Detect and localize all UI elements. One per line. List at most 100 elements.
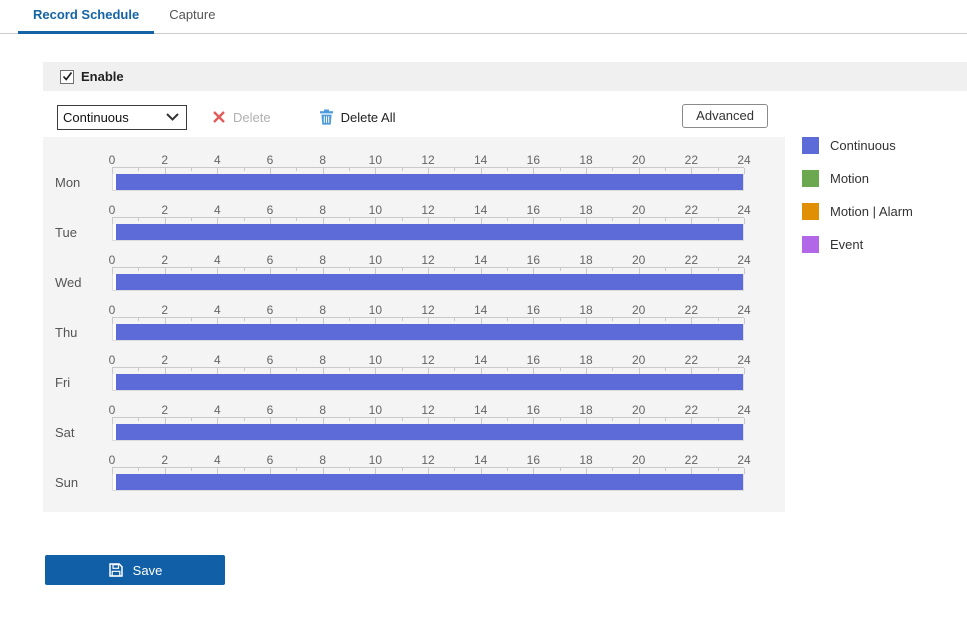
ruler-tick [638,318,640,324]
schedule-segment[interactable] [116,174,743,190]
hour-labels: 0 2 4 6 8 10 12 14 16 18 20 22 24 [109,303,751,317]
hour-label: 10 [368,353,383,367]
ruler-tick [349,168,350,171]
ruler-tick [665,318,666,321]
schedule-segment[interactable] [116,324,743,340]
delete-all-button[interactable]: Delete All [319,109,396,125]
hour-label: 6 [266,153,274,167]
hour-label: 14 [473,253,488,267]
schedule-day-row: Thu 0 2 4 6 8 10 12 14 16 18 20 22 24 [43,303,751,341]
ruler-tick [533,168,535,174]
timeline-track[interactable] [112,324,744,341]
hour-label: 14 [473,153,488,167]
ruler-tick [164,418,166,424]
hour-label: 8 [319,203,326,217]
ruler-tick [296,468,298,471]
ruler-tick [744,268,745,274]
hour-label: 18 [579,453,593,467]
ruler-tick [401,318,403,321]
hour-ruler-ticks [112,167,745,174]
hour-label: 18 [579,253,593,267]
ruler-tick [533,368,535,374]
hour-label: 20 [631,253,646,267]
ruler-tick [717,168,719,171]
schedule-segment[interactable] [116,424,743,440]
record-type-select[interactable]: Continuous [57,104,187,130]
ruler-tick [428,368,429,374]
ruler-tick [112,318,113,324]
timeline-track[interactable] [112,474,744,491]
legend-label: Motion [830,171,870,186]
timeline-track[interactable] [112,174,744,191]
hour-label: 14 [473,403,488,417]
hour-labels: 0 2 4 6 8 10 12 14 16 18 20 22 24 [109,403,751,417]
hour-label: 2 [161,203,168,217]
hour-label: 0 [108,153,116,167]
hour-label: 4 [213,153,221,167]
day-label: Fri [55,375,71,390]
ruler-tick [428,318,429,324]
tab-record-schedule[interactable]: Record Schedule [18,0,155,34]
schedule-segment[interactable] [116,224,743,240]
ruler-tick [665,268,666,271]
hour-label: 10 [368,403,383,417]
hour-label: 0 [108,453,116,467]
ruler-tick [401,168,403,171]
ruler-tick [296,168,298,171]
hour-label: 24 [737,203,751,217]
ruler-tick [217,268,219,274]
ruler-tick [665,168,666,171]
hour-ruler-ticks [112,317,745,324]
ruler-tick [270,318,271,324]
timeline-track[interactable] [112,274,744,291]
ruler-tick [533,468,535,474]
ruler-tick [138,368,140,371]
hour-label: 16 [526,353,541,367]
ruler-tick [691,168,693,174]
ruler-tick [112,268,113,274]
ruler-tick [507,218,508,221]
ruler-tick [349,268,350,271]
ruler-tick [375,468,377,474]
delete-button[interactable]: Delete [212,110,271,125]
save-button[interactable]: Save [45,555,225,585]
hour-label: 14 [473,353,488,367]
timeline-track[interactable] [112,424,744,441]
ruler-tick [744,418,745,424]
hour-label: 10 [368,453,383,467]
enable-checkbox[interactable] [60,69,74,84]
ruler-tick [217,468,219,474]
schedule-segment[interactable] [116,374,743,390]
legend-swatch [802,170,819,187]
schedule-segment[interactable] [116,474,743,490]
legend-label: Event [830,237,864,252]
ruler-tick [191,318,192,321]
ruler-tick [138,418,140,421]
timeline-track[interactable] [112,224,744,241]
legend-label: Motion | Alarm [830,204,913,219]
ruler-tick [191,218,192,221]
ruler-tick [191,368,192,371]
ruler-tick [691,268,693,274]
ruler-tick [191,168,192,171]
schedule-segment[interactable] [116,274,743,290]
ruler-tick [322,168,324,174]
ruler-tick [112,418,113,424]
ruler-tick [454,418,456,421]
day-label: Mon [55,175,81,190]
ruler-tick [638,168,640,174]
hour-label: 24 [737,253,751,267]
ruler-tick [612,418,614,421]
advanced-button[interactable]: Advanced [682,104,768,128]
legend-item: Continuous [802,137,913,154]
save-floppy-icon [108,563,123,577]
hour-label: 8 [319,253,326,267]
ruler-tick [612,468,614,471]
timeline-track[interactable] [112,374,744,391]
ruler-tick [744,218,745,224]
ruler-tick [401,218,403,221]
day-label: Wed [55,275,82,290]
ruler-tick [349,218,350,221]
hour-label: 14 [473,453,488,467]
tab-capture[interactable]: Capture [169,7,216,22]
